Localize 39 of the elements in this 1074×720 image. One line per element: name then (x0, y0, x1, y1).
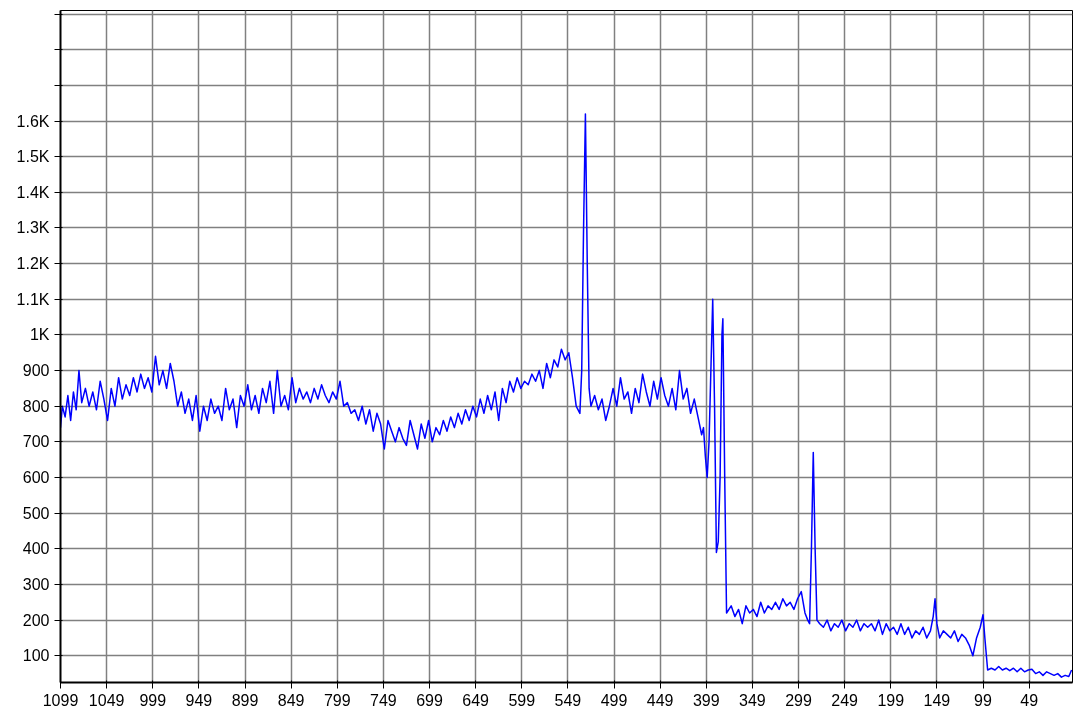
x-tick-label: 299 (785, 691, 812, 709)
y-tick-label: 600 (22, 469, 50, 487)
x-tick-label: 549 (554, 691, 582, 709)
y-tick-label: 1.3K (16, 219, 50, 237)
y-tick-label: 1K (29, 326, 50, 344)
x-tick-label: 999 (139, 691, 167, 709)
x-tick-label: 1049 (88, 691, 125, 709)
y-tick-label: 700 (22, 433, 50, 451)
x-tick-label: 499 (600, 691, 628, 709)
x-tick-label: 399 (692, 691, 720, 709)
y-tick-label: 900 (22, 362, 50, 380)
x-tick-label: 599 (508, 691, 536, 709)
y-tick-label: 1.5K (16, 148, 50, 166)
y-tick-label: 1.1K (16, 290, 50, 308)
x-tick-label: 949 (185, 691, 213, 709)
x-tick-label: 449 (646, 691, 674, 709)
y-tick-label: 800 (22, 397, 50, 415)
x-tick-label: 849 (277, 691, 305, 709)
y-tick-label: 400 (22, 540, 50, 558)
x-tick-label: 199 (877, 691, 905, 709)
x-tick-label: 49 (1020, 691, 1039, 709)
x-tick-label: 699 (416, 691, 443, 709)
x-tick-label: 249 (831, 691, 859, 709)
y-tick-label: 1.6K (16, 112, 50, 130)
x-tick-label: 99 (974, 691, 993, 709)
x-tick-label: 749 (370, 691, 397, 709)
x-tick-label: 1099 (42, 691, 79, 709)
x-tick-label: 149 (923, 691, 951, 709)
x-tick-label: 649 (462, 691, 490, 709)
x-tick-label: 349 (739, 691, 766, 709)
x-tick-label: 799 (323, 691, 351, 709)
y-tick-label: 500 (22, 504, 50, 522)
y-tick-label: 300 (22, 575, 50, 593)
y-tick-label: 100 (22, 647, 50, 665)
y-tick-label: 200 (22, 611, 50, 629)
y-tick-label: 1.2K (16, 255, 50, 273)
line-series (60, 113, 1073, 678)
x-tick-label: 899 (231, 691, 259, 709)
y-tick-label: 1.4K (16, 183, 50, 201)
